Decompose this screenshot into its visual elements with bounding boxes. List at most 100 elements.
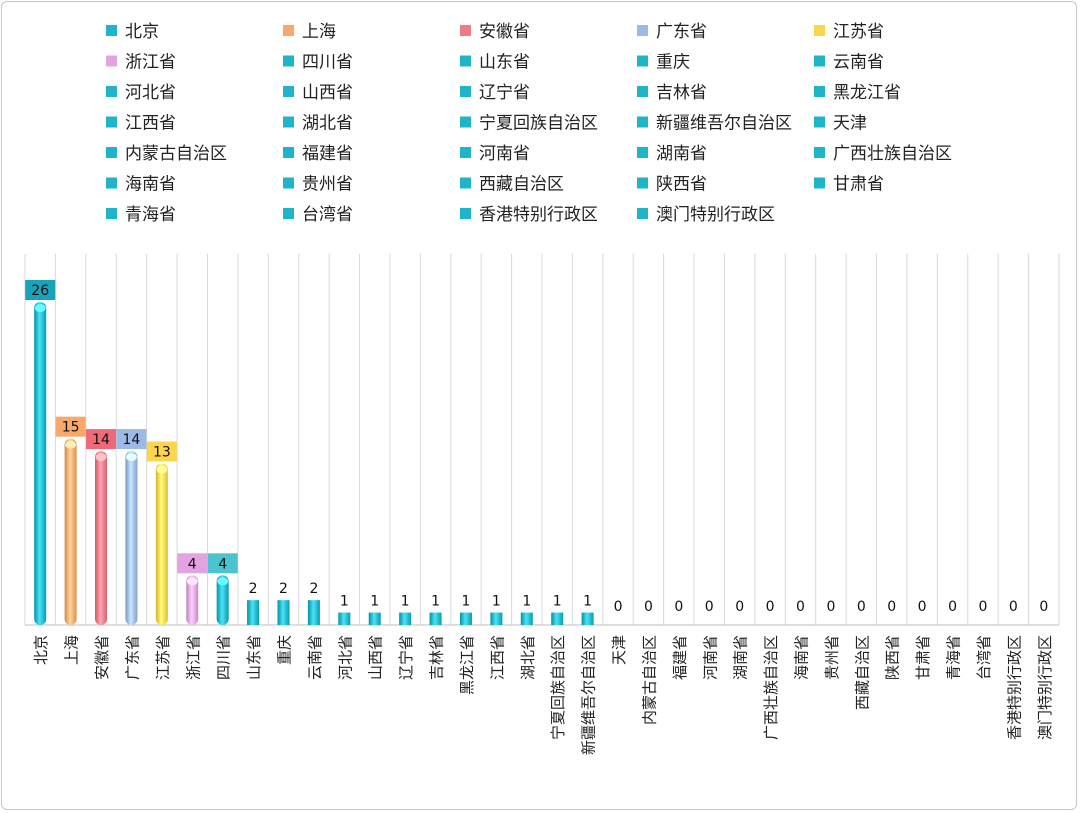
bar bbox=[581, 612, 594, 625]
bar-body bbox=[64, 438, 77, 625]
legend-item: 江西省 bbox=[106, 114, 176, 134]
legend-item: 台湾省 bbox=[283, 205, 353, 225]
legend-label: 香港特别行政区 bbox=[479, 205, 598, 225]
x-tick-label: 北京 bbox=[32, 635, 50, 665]
legend-swatch bbox=[814, 116, 825, 128]
legend-item: 澳门特别行政区 bbox=[637, 205, 775, 225]
legend-swatch bbox=[283, 147, 294, 158]
legend-swatch bbox=[814, 177, 825, 189]
legend-item: 重庆 bbox=[637, 53, 690, 73]
value-label: 1 bbox=[583, 594, 592, 610]
value-label: 0 bbox=[979, 599, 988, 615]
legend-label: 湖北省 bbox=[302, 114, 353, 134]
bar-body bbox=[277, 600, 290, 625]
legend-item: 云南省 bbox=[814, 53, 884, 73]
x-tick-label: 新疆维吾尔自治区 bbox=[580, 635, 598, 755]
bar bbox=[216, 575, 229, 625]
value-label: 1 bbox=[492, 594, 501, 610]
value-label: 1 bbox=[340, 594, 349, 610]
legend-item: 四川省 bbox=[283, 53, 353, 73]
legend-item: 甘肃省 bbox=[814, 175, 884, 195]
x-tick-label: 江西省 bbox=[488, 635, 506, 680]
legend-swatch bbox=[460, 86, 471, 97]
legend-item: 山东省 bbox=[460, 53, 530, 73]
legend-label: 江苏省 bbox=[833, 22, 884, 42]
value-label: 2 bbox=[279, 581, 288, 597]
bar-cap bbox=[217, 577, 229, 586]
value-label: 1 bbox=[462, 594, 471, 610]
bar-body bbox=[399, 612, 412, 625]
legend-swatch bbox=[106, 116, 117, 128]
legend-swatch bbox=[637, 86, 648, 97]
value-label: 0 bbox=[1009, 599, 1018, 615]
legend-label: 北京 bbox=[125, 22, 159, 42]
legend-item: 陕西省 bbox=[637, 175, 707, 195]
bar-body bbox=[34, 302, 47, 625]
legend-item: 黑龙江省 bbox=[814, 83, 901, 103]
x-tick-label: 江苏省 bbox=[154, 635, 172, 680]
value-label-bg bbox=[86, 429, 117, 450]
value-label: 0 bbox=[766, 599, 775, 615]
bar-body bbox=[95, 451, 108, 625]
legend-swatch bbox=[283, 208, 294, 219]
bar-body bbox=[459, 612, 472, 625]
x-tick-label: 福建省 bbox=[671, 635, 689, 680]
value-label-bg bbox=[207, 553, 238, 574]
bar-body bbox=[520, 612, 533, 625]
legend-swatch bbox=[637, 116, 648, 128]
bar-cap bbox=[186, 577, 198, 586]
legend-swatch bbox=[814, 25, 825, 36]
bar bbox=[520, 612, 533, 625]
bar bbox=[95, 451, 108, 625]
bar-body bbox=[490, 612, 503, 625]
x-tick-label: 黑龙江省 bbox=[458, 635, 476, 695]
legend-swatch bbox=[460, 177, 471, 189]
x-tick-label: 西藏自治区 bbox=[853, 635, 871, 710]
x-tick-label: 青海省 bbox=[945, 635, 963, 680]
x-tick-label: 海南省 bbox=[793, 635, 811, 680]
legend-swatch bbox=[460, 147, 471, 158]
x-tick-label: 重庆 bbox=[276, 635, 294, 665]
value-label: 1 bbox=[431, 594, 440, 610]
legend-label: 云南省 bbox=[833, 53, 884, 73]
legend-swatch bbox=[106, 177, 117, 189]
legend-item: 吉林省 bbox=[637, 83, 707, 103]
legend-label: 西藏自治区 bbox=[479, 175, 564, 195]
legend-item: 辽宁省 bbox=[460, 83, 530, 103]
legend-label: 福建省 bbox=[302, 144, 353, 164]
bar bbox=[338, 612, 351, 625]
legend-label: 黑龙江省 bbox=[833, 83, 901, 103]
legend-item: 安徽省 bbox=[460, 22, 530, 42]
legend-label: 浙江省 bbox=[125, 53, 176, 73]
x-tick-label: 甘肃省 bbox=[914, 635, 932, 680]
value-label-bg bbox=[55, 416, 86, 437]
legend-item: 湖北省 bbox=[283, 114, 353, 134]
x-tick-label: 辽宁省 bbox=[397, 635, 415, 680]
x-tick-label: 安徽省 bbox=[93, 635, 111, 680]
legend-item: 西藏自治区 bbox=[460, 175, 564, 195]
x-tick-label: 四川省 bbox=[215, 635, 233, 680]
legend-swatch bbox=[283, 55, 294, 67]
bar bbox=[155, 463, 168, 625]
bar bbox=[399, 612, 412, 625]
legend-label: 河北省 bbox=[125, 83, 176, 103]
bar bbox=[429, 612, 442, 625]
legend-label: 四川省 bbox=[302, 53, 353, 73]
bar-cap bbox=[65, 440, 77, 449]
legend-label: 台湾省 bbox=[302, 205, 353, 225]
legend-item: 新疆维吾尔自治区 bbox=[637, 114, 792, 134]
x-tick-label: 香港特别行政区 bbox=[1005, 635, 1023, 740]
x-tick-label: 宁夏回族自治区 bbox=[549, 635, 567, 740]
value-label: 26 bbox=[31, 283, 49, 299]
value-label: 15 bbox=[62, 420, 80, 436]
value-label: 1 bbox=[522, 594, 531, 610]
legend-swatch bbox=[460, 55, 471, 67]
legend-label: 广东省 bbox=[656, 22, 707, 42]
bar bbox=[459, 612, 472, 625]
legend-swatch bbox=[814, 147, 825, 158]
legend-item: 青海省 bbox=[106, 205, 176, 225]
bar-body bbox=[186, 575, 199, 625]
x-tick-label: 贵州省 bbox=[823, 635, 841, 680]
bar-body bbox=[247, 600, 260, 625]
